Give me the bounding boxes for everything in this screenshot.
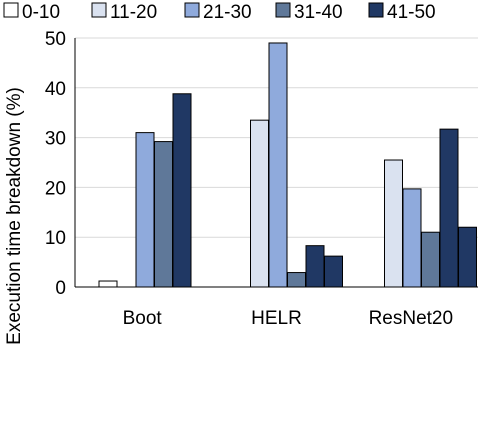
bar-helr-11-20 (250, 119, 269, 288)
legend-swatch (91, 2, 107, 18)
bar-boot-21-30 (135, 132, 155, 288)
axes: 0 10 20 30 40 50 Boot HELR ResNet20 (45, 29, 478, 329)
legend-label: 31-40 (294, 2, 343, 23)
bar-resnet20-21-30 (402, 188, 422, 288)
legend-swatch (368, 2, 384, 18)
y-tick-label: 0 (55, 278, 66, 299)
y-tick-label: 30 (45, 129, 66, 150)
x-category-label: ResNet20 (369, 308, 454, 329)
bar-resnet20-11-20 (384, 159, 403, 288)
bar-resnet20-31-40 (421, 231, 440, 288)
bar-helr-31-40 (287, 272, 306, 288)
bar-helr-41-50 (305, 245, 325, 288)
legend-swatch (3, 2, 19, 18)
legend-label: 21-30 (203, 2, 252, 23)
legend-label: 0-10 (22, 2, 60, 23)
legend: 0-10 11-20 21-30 31-40 41-50 (3, 2, 436, 23)
legend-swatch (184, 2, 200, 18)
bars (98, 42, 477, 288)
y-tick-label: 10 (45, 228, 66, 249)
bar-helr-21-30 (268, 42, 288, 288)
y-axis-title: Execution time breakdown (%) (4, 87, 25, 345)
legend-label: 11-20 (110, 2, 157, 23)
bar-resnet20-41-50 (439, 128, 459, 288)
bar-boot-41-50 (172, 93, 192, 288)
bar-boot-31-40 (154, 141, 173, 288)
y-tick-label: 50 (45, 29, 66, 50)
y-tick-label: 40 (45, 79, 66, 100)
legend-swatch (275, 2, 291, 18)
bar-boot-0-10 (98, 280, 118, 288)
x-category-label: Boot (123, 308, 163, 329)
bar-helr-extra (324, 255, 343, 288)
legend-label: 41-50 (387, 2, 436, 23)
x-category-label: HELR (251, 308, 302, 329)
bar-resnet20-extra (458, 226, 477, 288)
y-tick-label: 20 (45, 178, 66, 199)
